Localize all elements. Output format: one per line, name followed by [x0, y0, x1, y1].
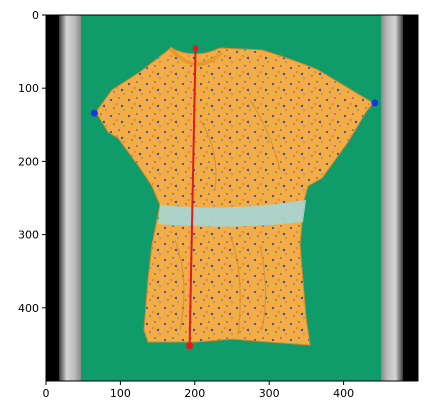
y-tick-label: 100: [18, 82, 39, 95]
y-tick-label: 0: [32, 9, 39, 22]
x-axis: 0 100 200 300 400: [43, 381, 354, 400]
x-tick-label: 400: [333, 387, 354, 400]
y-tick-label: 400: [18, 302, 39, 315]
red-line-start-marker: [192, 44, 199, 51]
blue-left-marker: [90, 109, 98, 117]
y-tick-label: 200: [18, 155, 39, 168]
y-axis: 0 100 200 300 400: [18, 9, 46, 315]
image-content: [46, 15, 418, 381]
x-tick-label: 0: [43, 387, 50, 400]
red-line-end-marker: [186, 342, 194, 350]
garment-shirt: [95, 47, 374, 346]
waist-fabric: [158, 200, 306, 227]
x-tick-label: 200: [184, 387, 205, 400]
x-tick-label: 300: [259, 387, 280, 400]
right-gray-bar: [381, 15, 403, 381]
blue-right-marker: [371, 99, 379, 107]
left-gray-bar: [59, 15, 81, 381]
y-tick-label: 300: [18, 229, 39, 242]
wrinkles: [174, 99, 281, 336]
red-measurement-line: [188, 47, 197, 346]
axes-frame: [45, 14, 419, 382]
x-tick-label: 100: [110, 387, 131, 400]
